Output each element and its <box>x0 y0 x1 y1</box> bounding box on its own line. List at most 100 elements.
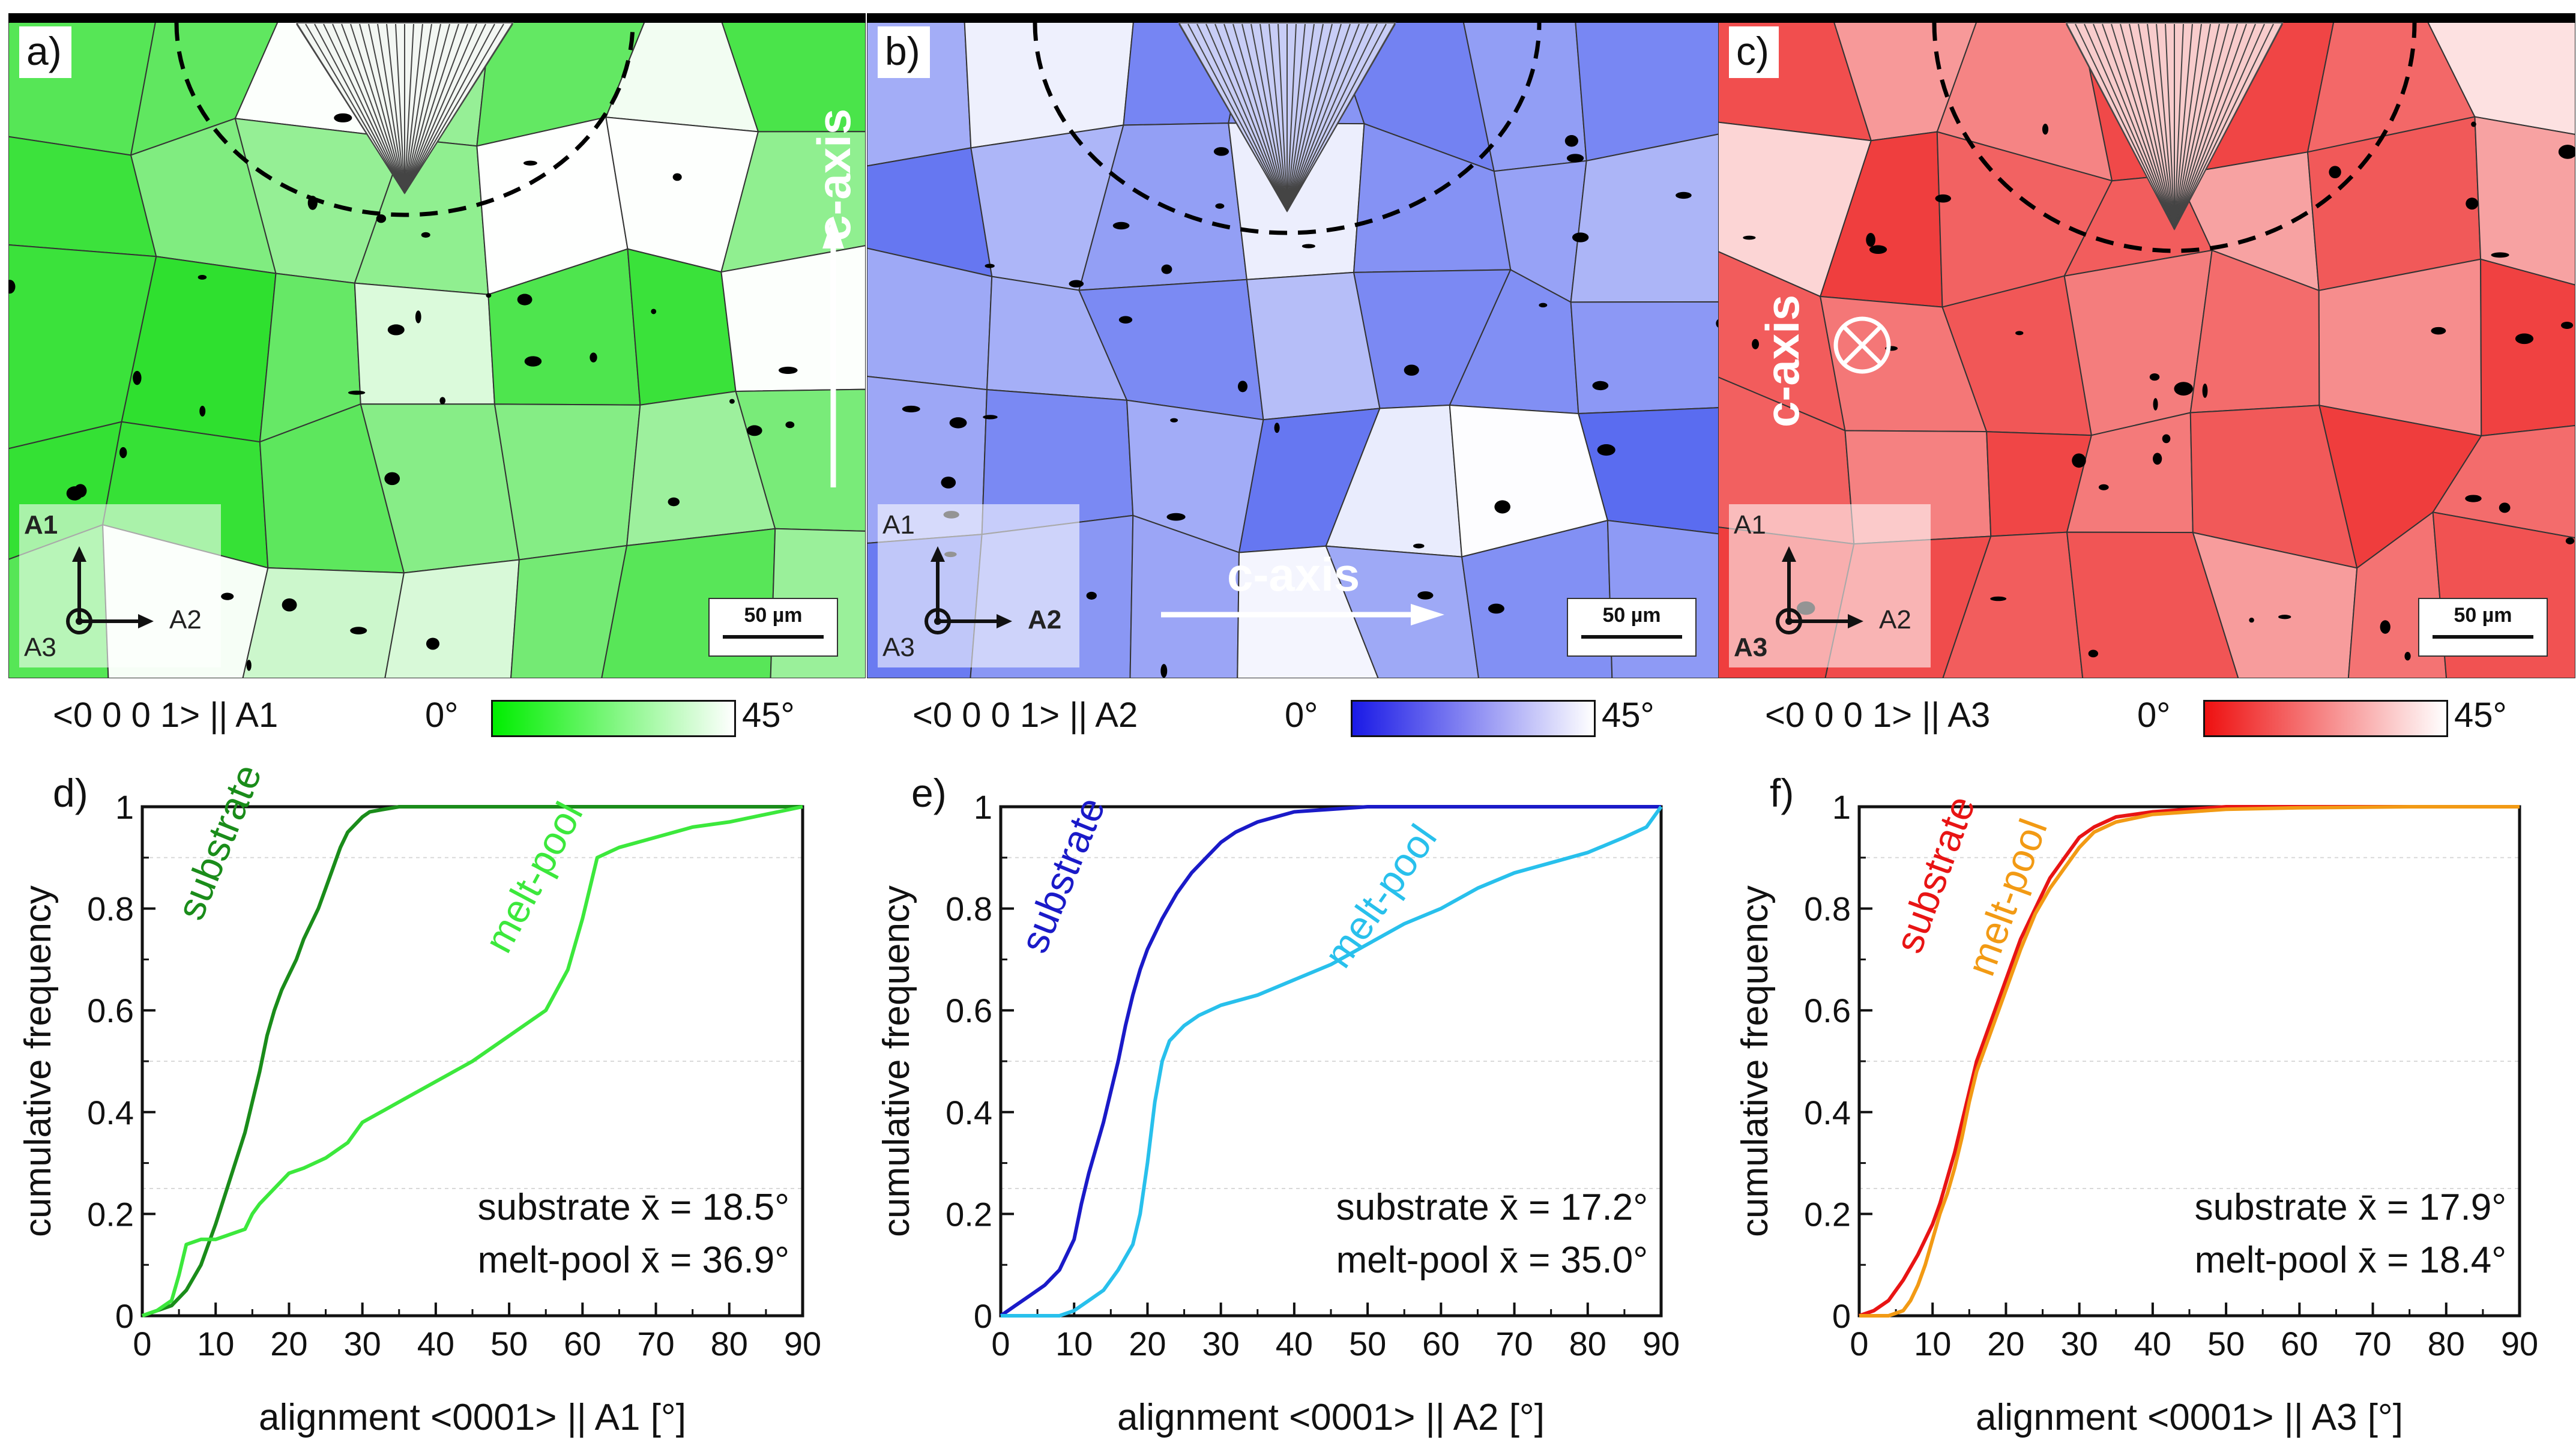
y-axis-label: cumulative frequency <box>1734 885 1776 1237</box>
dendrite <box>404 23 459 194</box>
series-label-substrate: substrate <box>1886 790 1983 958</box>
pore <box>2153 453 2162 465</box>
y-axis-label: cumulative frequency <box>876 885 917 1237</box>
x-tick-label: 40 <box>2134 1325 2171 1363</box>
y-tick-label: 1 <box>115 788 134 826</box>
pore <box>1935 194 1951 203</box>
legend-color-bar <box>2203 700 2448 737</box>
dendrite <box>2138 23 2175 230</box>
pore <box>1564 134 1578 147</box>
grain <box>2422 13 2575 136</box>
dendrite <box>1286 23 1306 212</box>
pore <box>282 598 297 612</box>
series-line-substrate <box>1859 805 2520 1318</box>
pore <box>486 293 492 298</box>
axis-arrows-icon <box>925 546 1012 634</box>
x-tick-label: 10 <box>197 1325 234 1363</box>
y-tick-label: 0.4 <box>946 1094 992 1131</box>
pore <box>415 310 421 324</box>
legend-label: <0 0 0 1> || A3 <box>1765 696 1991 735</box>
c-axis-label: c-axis <box>1227 548 1360 601</box>
grain <box>1570 132 1724 303</box>
dendrite <box>1286 23 1369 212</box>
x-tick-label: 60 <box>1422 1325 1459 1363</box>
axis-label-a2: A2 <box>1879 605 1911 634</box>
dendrite <box>2174 23 2283 230</box>
x-tick-label: 90 <box>784 1325 821 1363</box>
dendrite <box>2174 23 2193 230</box>
pore <box>384 472 400 486</box>
mean-annotation: melt-pool x̄ = 18.4° <box>2195 1240 2506 1281</box>
dendrite <box>1250 23 1288 212</box>
c-axis-out-of-plane-icon <box>1833 316 1891 374</box>
pore <box>2278 615 2291 619</box>
pore <box>1237 381 1248 393</box>
dendrite <box>2174 23 2211 230</box>
x-axis-label: alignment <0001> || A3 [°] <box>1976 1397 2403 1438</box>
dendrite <box>1259 23 1288 212</box>
pore <box>2202 383 2208 398</box>
pore <box>2558 145 2575 159</box>
x-tick-label: 20 <box>270 1325 307 1363</box>
color-legend-c: <0 0 0 1> || A3 0° 45° <box>1765 690 2569 744</box>
x-tick-label: 20 <box>1987 1325 2024 1363</box>
dendrite <box>341 23 405 194</box>
y-tick-label: 0.2 <box>1804 1195 1851 1233</box>
grain <box>2066 531 2239 678</box>
pore <box>985 264 995 268</box>
pore <box>1990 596 2007 601</box>
dendrite <box>404 23 495 194</box>
pore <box>1866 232 1875 247</box>
dendrite <box>1286 23 1396 212</box>
pore <box>1566 154 1584 163</box>
legend-min: 0° <box>1285 696 1318 735</box>
grain-map <box>867 13 1724 678</box>
pore <box>983 415 998 420</box>
dendrite <box>404 23 477 194</box>
dendrite <box>404 23 504 194</box>
dendrite <box>1286 23 1315 212</box>
series-line-substrate <box>1000 805 1661 1318</box>
dendrite <box>1286 23 1351 212</box>
dendrite <box>1232 23 1288 212</box>
pore <box>1743 235 1756 240</box>
x-tick-label: 0 <box>1850 1325 1868 1363</box>
chart-panel-letter: d) <box>53 771 88 815</box>
pore <box>199 405 206 417</box>
sample-edge <box>1718 13 2575 23</box>
pore <box>729 399 735 404</box>
pore <box>2465 495 2482 502</box>
pore <box>387 324 405 336</box>
pore <box>1417 591 1434 600</box>
legend-min: 0° <box>425 696 459 735</box>
pore <box>672 173 682 181</box>
color-legend-a: <0 0 0 1> || A1 0° 45° <box>53 690 869 744</box>
dendrite <box>2174 23 2256 230</box>
x-tick-label: 70 <box>637 1325 674 1363</box>
pore <box>1572 232 1589 243</box>
x-tick-label: 80 <box>1569 1325 1606 1363</box>
pore <box>1597 444 1615 456</box>
grain <box>1129 514 1240 678</box>
pore <box>949 417 967 429</box>
dendrite <box>404 23 450 194</box>
legend-label: <0 0 0 1> || A1 <box>53 696 279 735</box>
mean-annotation: melt-pool x̄ = 35.0° <box>1336 1240 1648 1281</box>
dendrite <box>404 23 423 194</box>
dendrite <box>377 23 405 194</box>
dendrite <box>2147 23 2175 230</box>
sample-edge <box>867 13 1724 23</box>
grain <box>510 544 628 678</box>
dendrite <box>2120 23 2175 230</box>
grain <box>2480 258 2575 437</box>
cdf-chart-d: 0 10 20 30 40 50 60 70 80 90 0 0.2 0.4 0.6 0.8 1 alignme… <box>17 758 821 1438</box>
dendrite <box>2102 23 2175 230</box>
dendrite <box>404 23 432 194</box>
pore <box>2072 453 2086 468</box>
dendrite <box>2174 23 2184 230</box>
pore <box>2098 484 2109 490</box>
pore <box>1086 591 1097 600</box>
grain <box>2192 531 2358 678</box>
pore <box>2015 331 2024 336</box>
